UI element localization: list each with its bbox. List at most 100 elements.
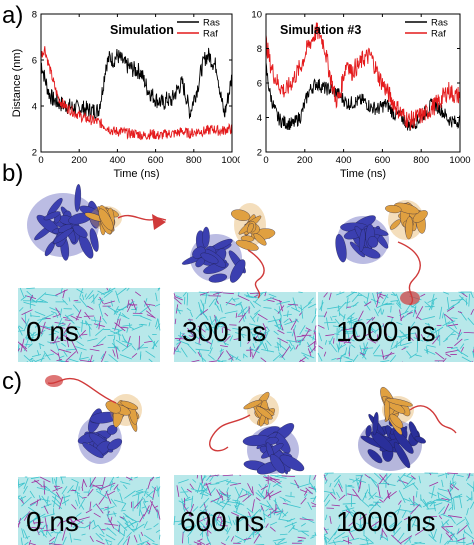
lipid-stroke	[420, 498, 430, 510]
lipid-stroke	[119, 492, 123, 502]
lipid-stroke	[265, 477, 280, 481]
lipid-stroke	[348, 537, 360, 542]
lipid-stroke	[241, 488, 253, 496]
lipid-stroke	[466, 482, 474, 489]
lipid-stroke	[390, 305, 392, 313]
lipid-stroke	[444, 472, 450, 475]
lipid-stroke	[265, 342, 269, 352]
lipid-stroke	[239, 493, 248, 498]
x-tick-label: 200	[71, 155, 87, 166]
lipid-stroke	[105, 539, 113, 543]
lipid-stroke	[252, 346, 259, 359]
lipid-stroke	[417, 316, 422, 321]
lipid-stroke	[337, 340, 352, 344]
lipid-stroke	[68, 297, 71, 302]
chart-simulation-1: 0 200 400 600 800 1000 2 4 6 8 Time (ns) Distance (…	[11, 10, 240, 181]
lipid-stroke	[441, 521, 445, 528]
lipid-stroke	[357, 292, 369, 300]
lipid-stroke	[56, 358, 62, 362]
lipid-stroke	[392, 291, 397, 297]
lipid-stroke	[404, 303, 411, 313]
lipid-stroke	[230, 536, 235, 542]
lipid-stroke	[205, 531, 209, 542]
lipid-stroke	[262, 326, 268, 330]
lipid-stroke	[138, 534, 142, 542]
lipid-stroke	[55, 325, 66, 329]
rbd-b0	[84, 205, 122, 236]
lipid-stroke	[317, 352, 323, 362]
lipid-stroke	[347, 312, 355, 319]
x-tick-label: 600	[148, 155, 164, 166]
helix-ribbon	[235, 239, 259, 251]
lipid-stroke	[182, 527, 188, 534]
lipid-stroke	[374, 495, 383, 499]
helix-ribbon	[269, 454, 286, 474]
lipid-stroke	[237, 306, 248, 316]
lipid-stroke	[283, 318, 289, 323]
lipid-stroke	[199, 492, 209, 497]
lipid-stroke	[441, 519, 450, 528]
lipid-stroke	[144, 491, 149, 493]
lipid-stroke	[174, 318, 177, 325]
lipid-stroke	[173, 520, 183, 523]
lipid-stroke	[377, 309, 381, 314]
lipid-stroke	[27, 324, 31, 332]
lipid-stroke	[222, 340, 227, 346]
lipid-stroke	[242, 494, 252, 503]
lipid-stroke	[29, 502, 37, 507]
lipid-stroke	[46, 326, 54, 329]
lipid-stroke	[89, 348, 100, 352]
lipid-stroke	[235, 301, 243, 307]
lipid-stroke	[41, 530, 45, 537]
lipid-stroke	[457, 537, 466, 542]
lipid-stroke	[470, 291, 474, 299]
lipid-stroke	[313, 474, 317, 480]
legend-label: Raf	[431, 29, 446, 40]
lipid-stroke	[372, 344, 381, 355]
lipid-stroke	[463, 529, 466, 534]
lipid-stroke	[297, 540, 304, 543]
lipid-stroke	[408, 321, 416, 331]
lipid-stroke	[173, 297, 182, 305]
lipid-stroke	[69, 518, 80, 528]
lipid-stroke	[32, 519, 35, 525]
lipid-stroke	[286, 310, 289, 318]
lipid-stroke	[247, 339, 252, 344]
lipid-stroke	[281, 346, 290, 359]
lipid-stroke	[278, 306, 281, 316]
lipid-stroke	[158, 534, 161, 540]
lipid-stroke	[470, 501, 474, 510]
lipid-stroke	[409, 514, 413, 522]
chart-title: Simulation #1	[110, 23, 191, 37]
lipid-stroke	[303, 354, 309, 360]
lipid-stroke	[146, 542, 151, 545]
lipid-stroke	[278, 508, 283, 520]
snapshot-b-time-1: 300 ns	[182, 316, 267, 347]
lipid-stroke	[78, 498, 86, 509]
lipid-stroke	[234, 486, 240, 497]
lipid-stroke	[19, 343, 28, 350]
lipid-stroke	[119, 354, 132, 360]
y-tick-label: 8	[32, 10, 37, 21]
x-tick-label: 0	[38, 155, 43, 166]
lipid-stroke	[79, 359, 94, 362]
lipid-stroke	[60, 359, 66, 362]
lipid-stroke	[451, 317, 458, 319]
lipid-stroke	[62, 299, 68, 306]
lipid-stroke	[347, 493, 359, 497]
lipid-stroke	[456, 518, 465, 526]
lipid-stroke	[253, 294, 259, 298]
lipid-stroke	[217, 359, 223, 362]
lipid-stroke	[363, 342, 366, 355]
lipid-stroke	[198, 291, 208, 294]
lipid-stroke	[98, 304, 103, 317]
lipid-stroke	[363, 534, 374, 544]
lipid-stroke	[81, 479, 85, 489]
lipid-stroke	[132, 523, 145, 532]
lipid-stroke	[406, 311, 413, 315]
helix-ribbon	[372, 411, 379, 436]
lipid-stroke	[413, 305, 417, 312]
lipid-stroke	[18, 482, 25, 486]
lipid-stroke	[43, 528, 57, 532]
lipid-stroke	[277, 305, 285, 314]
